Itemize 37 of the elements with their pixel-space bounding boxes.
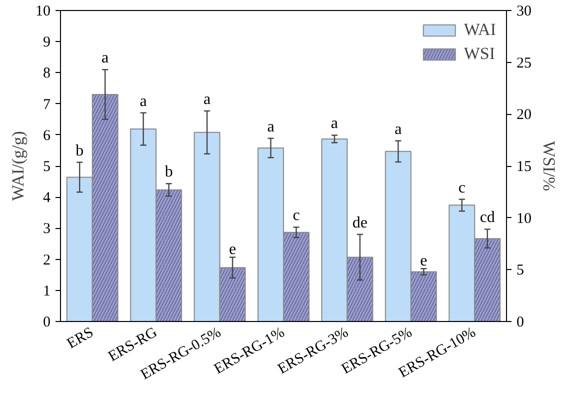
annotation: b [164,164,173,181]
annotation: a [330,115,338,132]
annotation: c [458,179,466,196]
legend-label: WAI [464,20,496,40]
y-tick-label: 2 [43,252,50,268]
y2-tick-label: 30 [516,4,532,20]
y2-tick-label: 15 [516,159,532,175]
y2-tick-label: 20 [516,107,532,124]
y-tick-label: 9 [43,34,50,51]
x-tick-label: ERS [64,324,96,352]
y-tick-label: 4 [43,190,51,206]
y-tick-label: 6 [43,128,51,144]
annotation: a [140,92,147,110]
annotation: a [203,90,211,108]
annotation: a [102,50,109,67]
y-tick-label: 3 [43,221,50,238]
annotation: e [228,241,236,258]
y-tick-label: 10 [36,4,50,20]
annotation: a [267,118,274,136]
legend-label: WSI [464,44,496,64]
annotation: cd [480,209,495,226]
y-tick-label: 7 [43,96,51,113]
y2-tick-label: 0 [516,314,524,330]
y-axis-title: WAI/(g/g) [8,131,28,201]
annotation: e [420,252,428,270]
y2-tick-label: 25 [516,55,532,72]
y-tick-label: 8 [43,66,50,82]
y-tick-label: 1 [43,283,50,300]
annotation: b [76,142,84,160]
y2-tick-label: 5 [516,262,524,279]
annotation: a [394,120,402,138]
y-tick-label: 5 [43,159,50,175]
y-tick-label: 0 [43,314,50,330]
y2-tick-label: 10 [516,210,532,227]
annotation: c [292,207,300,224]
annotation: de [352,214,368,232]
y2-axis-title: WSI/% [540,140,558,192]
